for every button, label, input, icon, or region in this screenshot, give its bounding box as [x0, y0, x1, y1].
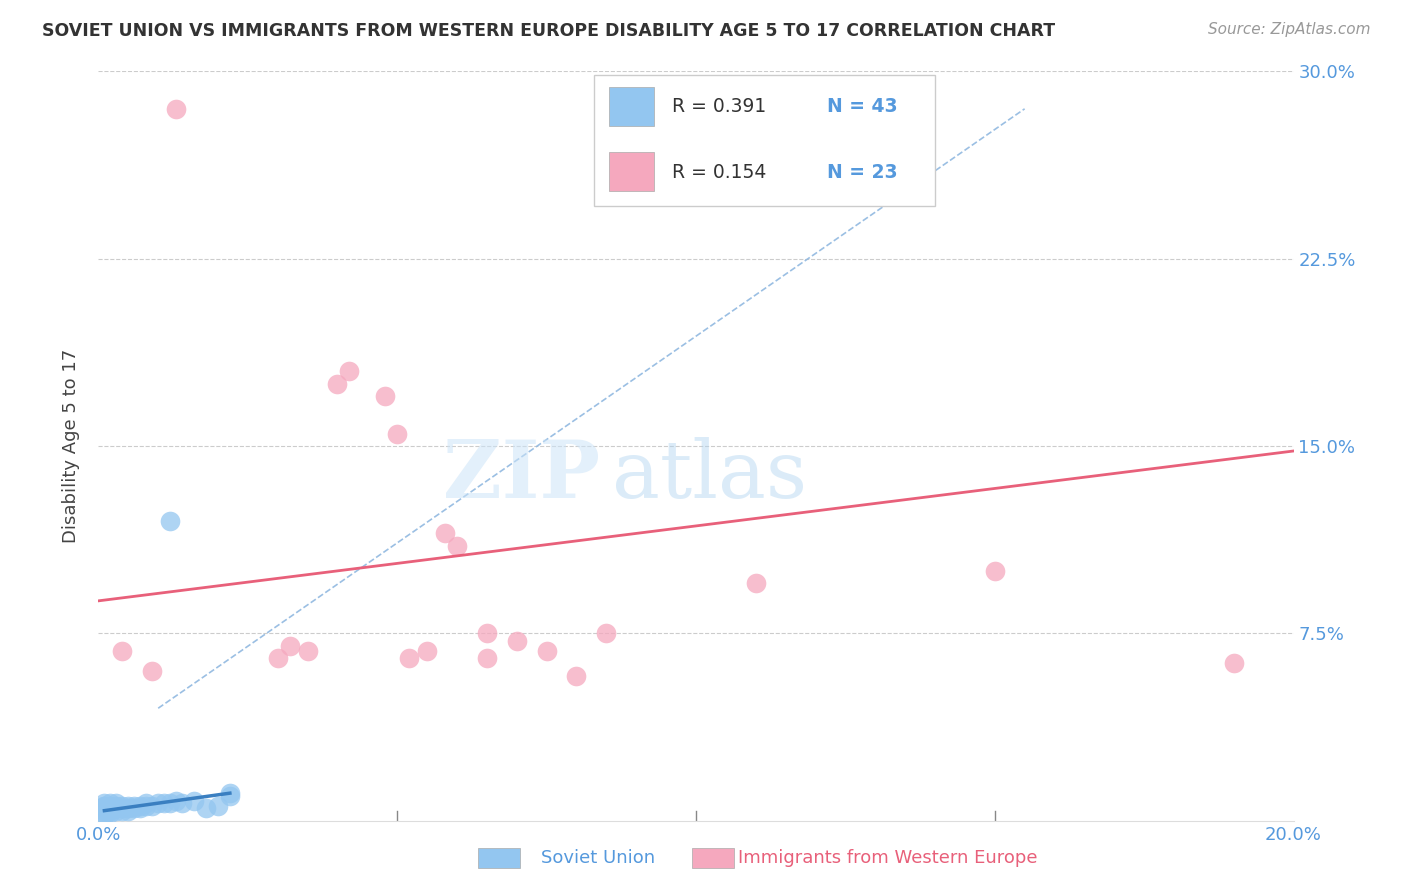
Point — [326, 376, 349, 391]
Point — [105, 801, 128, 815]
Point — [105, 801, 128, 815]
Bar — [609, 87, 654, 126]
Text: N = 23: N = 23 — [827, 163, 898, 182]
Point — [195, 801, 218, 815]
Point — [93, 798, 115, 813]
Text: Source: ZipAtlas.com: Source: ZipAtlas.com — [1208, 22, 1371, 37]
Point — [172, 796, 194, 810]
Point — [98, 801, 122, 815]
Point — [98, 801, 122, 815]
Text: SOVIET UNION VS IMMIGRANTS FROM WESTERN EUROPE DISABILITY AGE 5 TO 17 CORRELATIO: SOVIET UNION VS IMMIGRANTS FROM WESTERN … — [42, 22, 1056, 40]
Point — [93, 801, 115, 815]
Point — [416, 644, 439, 658]
Point — [159, 514, 181, 528]
Point — [93, 804, 115, 818]
Point — [148, 796, 170, 810]
Point — [117, 801, 139, 815]
Point — [374, 389, 396, 403]
Point — [745, 576, 768, 591]
Point — [105, 804, 128, 818]
Point — [398, 651, 420, 665]
Point — [98, 798, 122, 813]
Point — [475, 651, 498, 665]
Point — [105, 796, 128, 810]
Point — [339, 364, 361, 378]
Point — [98, 806, 122, 821]
Text: ZIP: ZIP — [443, 437, 600, 515]
Point — [278, 639, 301, 653]
Bar — [609, 153, 654, 191]
Point — [536, 644, 558, 658]
Point — [1223, 657, 1246, 671]
Point — [93, 806, 115, 821]
Point — [93, 801, 115, 815]
Point — [385, 426, 409, 441]
Point — [129, 801, 152, 815]
Point — [219, 789, 242, 803]
Text: atlas: atlas — [613, 437, 807, 515]
Point — [219, 786, 242, 800]
Point — [446, 539, 468, 553]
Text: R = 0.154: R = 0.154 — [672, 163, 766, 182]
Point — [111, 644, 134, 658]
Point — [124, 801, 146, 815]
Point — [141, 664, 163, 678]
Point — [111, 801, 134, 815]
Y-axis label: Disability Age 5 to 17: Disability Age 5 to 17 — [62, 349, 80, 543]
Point — [153, 796, 176, 810]
Point — [595, 626, 617, 640]
Point — [135, 798, 157, 813]
Point — [297, 644, 319, 658]
Point — [98, 804, 122, 818]
Text: Immigrants from Western Europe: Immigrants from Western Europe — [738, 849, 1038, 867]
Point — [93, 808, 115, 822]
Point — [565, 669, 588, 683]
FancyBboxPatch shape — [595, 75, 935, 206]
Point — [207, 798, 229, 813]
Point — [111, 804, 134, 818]
Point — [165, 102, 187, 116]
Text: Soviet Union: Soviet Union — [541, 849, 655, 867]
Point — [111, 798, 134, 813]
Point — [159, 796, 181, 810]
Point — [98, 796, 122, 810]
Point — [117, 798, 139, 813]
Point — [93, 798, 115, 813]
Point — [117, 804, 139, 818]
Point — [267, 651, 290, 665]
Point — [135, 796, 157, 810]
Point — [506, 633, 529, 648]
Point — [129, 798, 152, 813]
Point — [183, 794, 205, 808]
Point — [105, 798, 128, 813]
Text: N = 43: N = 43 — [827, 97, 898, 116]
Point — [475, 626, 498, 640]
Point — [124, 798, 146, 813]
Point — [141, 798, 163, 813]
Point — [93, 796, 115, 810]
Point — [434, 526, 457, 541]
Point — [984, 564, 1007, 578]
Point — [165, 794, 187, 808]
Text: R = 0.391: R = 0.391 — [672, 97, 766, 116]
